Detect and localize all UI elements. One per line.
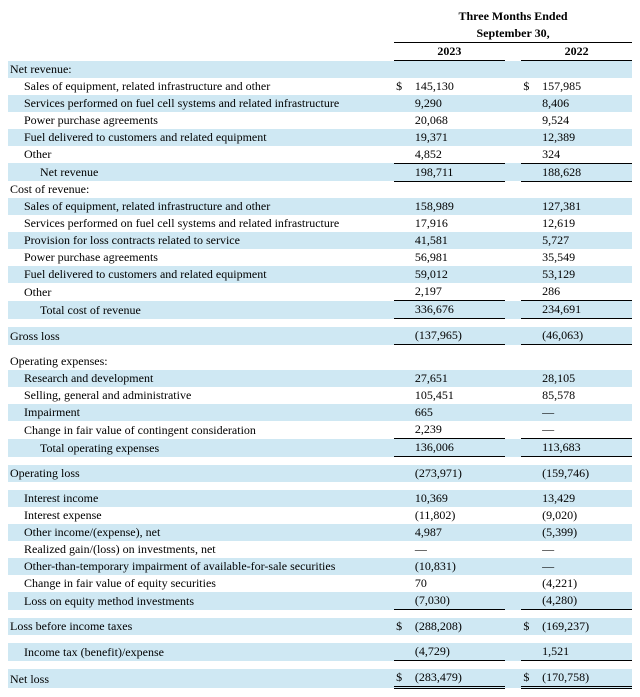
cost-of-revenue-total-row: Total cost of revenue 336,676 234,691: [8, 301, 632, 319]
table-row: Research and development 27,651 28,105: [8, 370, 632, 387]
table-row: Change in fair value of equity securitie…: [8, 575, 632, 592]
net-revenue-title: Net revenue:: [8, 61, 394, 78]
table-row: Loss on equity method investments (7,030…: [8, 592, 632, 610]
operating-expenses-total-row: Total operating expenses 136,006 113,683: [8, 439, 632, 457]
table-row: Services performed on fuel cell systems …: [8, 95, 632, 112]
period-title-2: September 30,: [394, 25, 632, 43]
table-row: Sales of equipment, related infrastructu…: [8, 198, 632, 215]
table-row: Provision for loss contracts related to …: [8, 232, 632, 249]
header-period-row: Three Months Ended: [8, 8, 632, 25]
spacer-row: [8, 635, 632, 643]
spacer-row: [8, 610, 632, 619]
loss-before-tax-row: Loss before income taxes $(288,208) $(16…: [8, 618, 632, 635]
spacer-row: [8, 661, 632, 670]
spacer-row: [8, 319, 632, 328]
income-statement-table: Three Months Ended September 30, 2023 20…: [8, 8, 632, 689]
operating-expenses-title: Operating expenses:: [8, 353, 394, 370]
table-row: Selling, general and administrative 105,…: [8, 387, 632, 404]
spacer-row: [8, 482, 632, 490]
period-title-1: Three Months Ended: [394, 8, 632, 25]
header-years-row: 2023 2022: [8, 43, 632, 61]
table-row: Sales of equipment, related infrastructu…: [8, 78, 632, 95]
table-row: Interest expense (11,802) (9,020): [8, 507, 632, 524]
table-row: Fuel delivered to customers and related …: [8, 266, 632, 283]
table-row: Other-than-temporary impairment of avail…: [8, 558, 632, 575]
table-row: Realized gain/(loss) on investments, net…: [8, 541, 632, 558]
table-row: Change in fair value of contingent consi…: [8, 421, 632, 439]
gross-loss-row: Gross loss (137,965) (46,063): [8, 327, 632, 345]
header-period-row2: September 30,: [8, 25, 632, 43]
income-tax-row: Income tax (benefit)/expense (4,729) 1,5…: [8, 643, 632, 661]
table-row: Impairment 665 —: [8, 404, 632, 421]
table-row: Other 4,852 324: [8, 146, 632, 164]
table-row: Power purchase agreements 56,981 35,549: [8, 249, 632, 266]
table-row: Power purchase agreements 20,068 9,524: [8, 112, 632, 129]
operating-expenses-title-row: Operating expenses:: [8, 353, 632, 370]
net-revenue-title-row: Net revenue:: [8, 61, 632, 78]
year-2023: 2023: [394, 43, 505, 61]
table-row: Fuel delivered to customers and related …: [8, 129, 632, 146]
table-row: Services performed on fuel cell systems …: [8, 215, 632, 232]
net-loss-row: Net loss $(283,479) $(170,758): [8, 669, 632, 688]
spacer-row: [8, 457, 632, 466]
operating-loss-row: Operating loss (273,971) (159,746): [8, 465, 632, 482]
table-row: Other income/(expense), net 4,987 (5,399…: [8, 524, 632, 541]
table-row: Interest income 10,369 13,429: [8, 490, 632, 507]
cost-of-revenue-title-row: Cost of revenue:: [8, 181, 632, 198]
net-revenue-total-row: Net revenue 198,711 188,628: [8, 163, 632, 181]
table-row: Other 2,197 286: [8, 283, 632, 301]
year-2022: 2022: [521, 43, 632, 61]
spacer-row: [8, 345, 632, 354]
cost-of-revenue-title: Cost of revenue:: [8, 181, 394, 198]
